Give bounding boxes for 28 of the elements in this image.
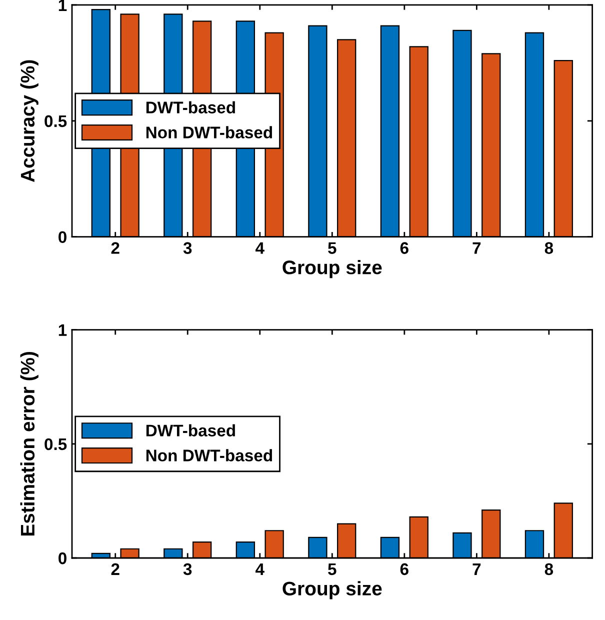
x-tick-label: 3 [183, 563, 192, 576]
x-tick-label: 5 [328, 242, 336, 254]
x-tick-label: 6 [400, 563, 408, 576]
y-tick-label: 1 [58, 324, 67, 336]
y-tick-label: 1 [58, 0, 67, 11]
x-tick-label: 7 [472, 563, 481, 575]
x-tick-label: 8 [544, 563, 554, 576]
x-tick-label: 7 [472, 242, 481, 254]
x-tick-label: 2 [111, 242, 120, 254]
legend-label: DWT-based [146, 424, 235, 436]
x-tick-label: 4 [256, 242, 264, 254]
y-axis-title: Accuracy (%) [20, 60, 38, 182]
x-tick-label: 4 [256, 563, 264, 575]
x-tick-label: 3 [183, 242, 192, 254]
x-axis-title: Group size [282, 581, 382, 600]
x-tick-label: 2 [111, 563, 120, 575]
legend-label: DWT-based [146, 101, 235, 114]
y-tick-label: 0.5 [44, 438, 67, 450]
x-tick-label: 5 [328, 563, 336, 576]
legend-label: Non DWT-based [146, 126, 272, 138]
y-axis-title: Estimation error (%) [20, 352, 38, 536]
x-tick-label: 6 [400, 242, 408, 254]
x-axis-title: Group size [282, 260, 382, 278]
y-tick-label: 0 [58, 552, 66, 564]
y-tick-label: 0 [58, 231, 66, 244]
x-tick-label: 8 [544, 242, 554, 254]
legend-label: Non DWT-based [146, 449, 272, 462]
y-tick-label: 0.5 [44, 115, 67, 128]
